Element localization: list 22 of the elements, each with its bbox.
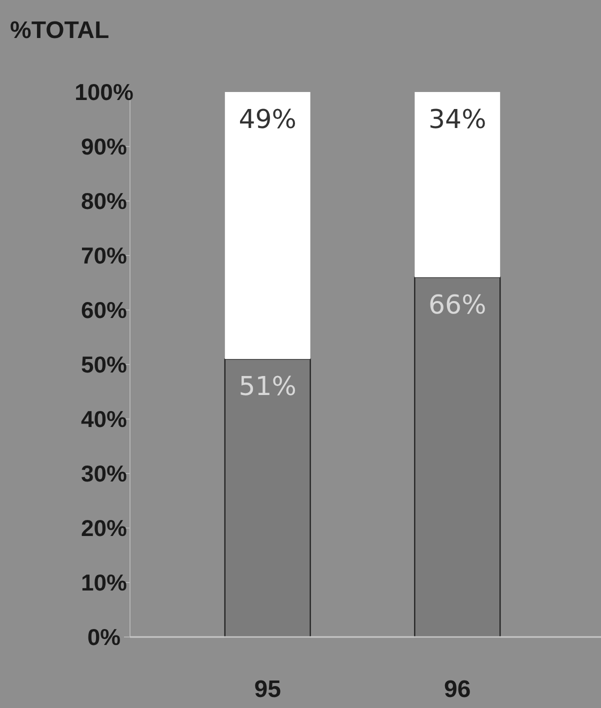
- bar: [224, 92, 310, 360]
- x-tick-label: 95: [254, 676, 281, 703]
- y-axis-title: %TOTAL: [10, 17, 110, 44]
- y-tick-label: 10%: [80, 570, 128, 596]
- bar: [414, 92, 500, 278]
- bar: [224, 358, 311, 638]
- y-tick-label: 90%: [80, 134, 128, 160]
- x-tick-label: 96: [444, 676, 471, 703]
- y-tick-label: 100%: [74, 79, 134, 105]
- data-label: 51%: [238, 372, 296, 402]
- y-tick-label: 50%: [80, 352, 128, 378]
- y-tick-label: 60%: [80, 297, 128, 323]
- data-label: 49%: [238, 105, 296, 135]
- y-tick-label: 20%: [80, 515, 128, 541]
- y-tick-label: 80%: [80, 188, 128, 214]
- y-tick-label: 30%: [80, 460, 128, 486]
- data-label: 34%: [428, 105, 486, 135]
- y-tick-label: 70%: [80, 242, 128, 268]
- y-tick-label: 40%: [80, 406, 128, 432]
- data-label: 66%: [428, 290, 486, 320]
- bar: [414, 276, 501, 638]
- y-tick-label: 0%: [87, 624, 121, 650]
